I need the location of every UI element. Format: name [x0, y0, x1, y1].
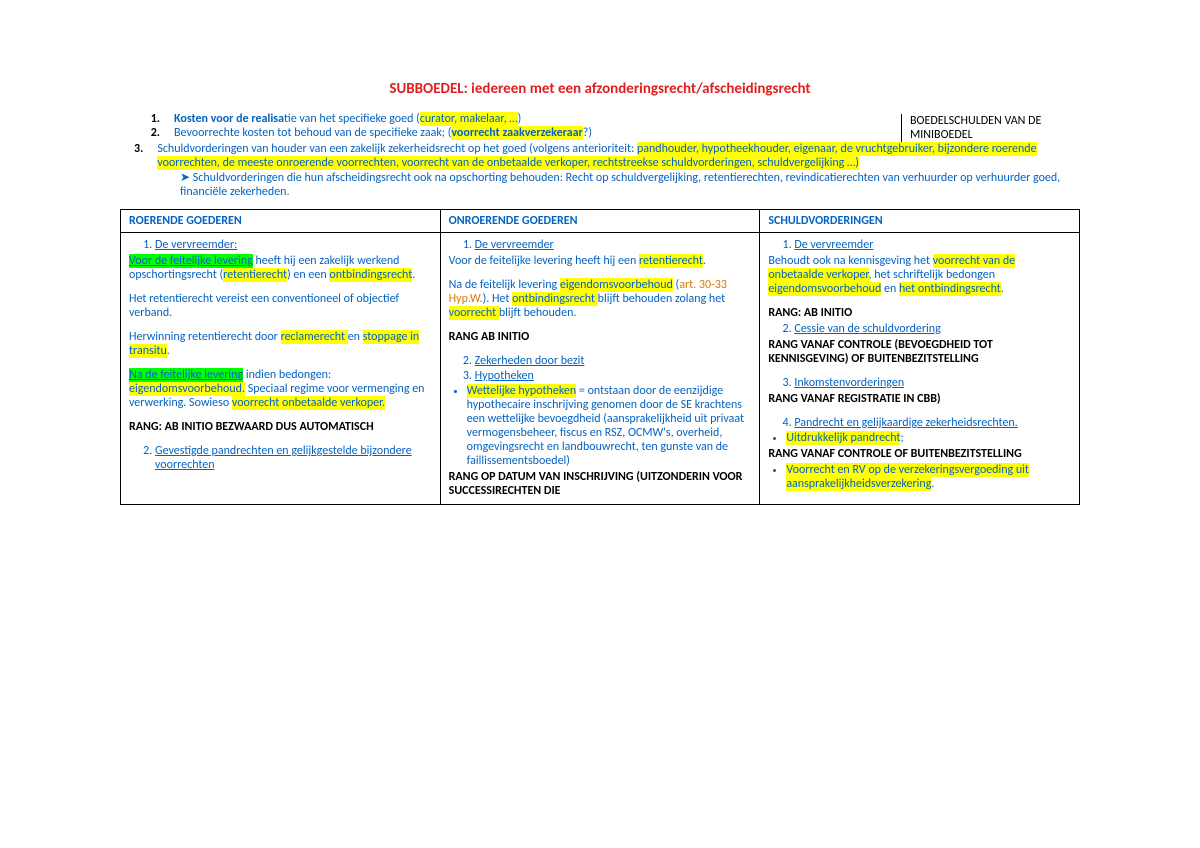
link-text: Gevestigde pandrechten en gelijkgestelde…: [155, 444, 412, 472]
page-title: SUBBOEDEL: iedereen met een afzonderings…: [120, 80, 1080, 98]
text: indien bedongen:: [243, 368, 331, 382]
table-header: ROERENDE GOEDEREN: [121, 210, 441, 233]
rang-heading: RANG VANAF CONTROLE (BEVOEGDHEID TOT KEN…: [768, 338, 1071, 366]
text: Na de feitelijk levering: [449, 278, 560, 292]
text: Voor de feitelijke levering heeft hij ee…: [449, 254, 639, 268]
list-number: 2.: [120, 126, 174, 140]
text: Herwinning retentierecht door: [129, 330, 281, 344]
table-header: SCHULDVORDERINGEN: [760, 210, 1080, 233]
table-cell: De vervreemder: Voor de feitelijke lever…: [121, 233, 441, 505]
link-text: Pandrecht en gelijkaardige zekerheidsrec…: [794, 416, 1017, 430]
highlight-green: Na de feitelijke levering: [129, 368, 243, 382]
main-table: ROERENDE GOEDEREN ONROERENDE GOEDEREN SC…: [120, 209, 1080, 505]
text: ?): [583, 126, 592, 140]
arrow-note: Schuldvorderingen die hun afscheidingsre…: [180, 170, 1080, 199]
rang-heading: RANG: AB INITIO: [768, 306, 1071, 320]
text: .: [167, 344, 170, 358]
highlight: curator, makelaar, …: [420, 112, 518, 126]
highlight: het ontbindingsrecht: [899, 282, 1001, 296]
highlight: eigendomsvoorbehoud: [560, 278, 673, 292]
link-text: Cessie van de schuldvordering: [794, 322, 940, 336]
link-text: De vervreemder: [475, 238, 554, 252]
rang-heading: RANG OP DATUM VAN INSCHRIJVING (UITZONDE…: [449, 470, 752, 498]
highlight: eigendomsvoorbehoud: [768, 282, 881, 296]
table-header: ONROERENDE GOEDEREN: [440, 210, 760, 233]
text: .: [703, 254, 706, 268]
sidebox: BOEDELSCHULDEN VAN DE MINIBOEDEL: [901, 114, 1080, 142]
link-text: Zekerheden door bezit: [475, 354, 585, 368]
highlight: eigendomsvoorbehoud.: [129, 382, 245, 396]
text: Het retentierecht vereist een convention…: [129, 292, 432, 320]
text: Bevoorrechte kosten tot behoud van de sp…: [174, 126, 451, 140]
top-item-3: 3. Schuldvorderingen van houder van een …: [120, 142, 1080, 170]
highlight: voorrecht onbetaalde verkoper.: [232, 396, 385, 410]
sidebox-line: MINIBOEDEL: [910, 128, 1080, 142]
text: tie: [284, 112, 297, 126]
text: Kosten voor de realisa: [174, 112, 284, 126]
text: blijft behouden zolang het: [598, 292, 726, 306]
highlight: Voorrecht en RV op de verzekeringsvergoe…: [786, 463, 1029, 491]
highlight: voorrecht zaakverzekeraar: [451, 126, 582, 140]
link-text: De vervreemder: [794, 238, 873, 252]
rang-heading: RANG AB INITIO: [449, 330, 752, 344]
link-text: Hypotheken: [475, 369, 534, 383]
highlight: Uitdrukkelijk pandrecht: [786, 431, 900, 445]
link-text: De vervreemder:: [155, 238, 237, 252]
top-block: 1. Kosten voor de realisatie van het spe…: [120, 112, 1080, 142]
highlight: reclamerecht: [281, 330, 348, 344]
text: Behoudt ook na kennisgeving het: [768, 254, 932, 268]
rang-heading: RANG: AB INITIO BEZWAARD DUS AUTOMATISCH: [129, 420, 432, 434]
top-item-2: 2. Bevoorrechte kosten tot behoud van de…: [120, 126, 881, 140]
rang-heading: RANG VANAF CONTROLE OF BUITENBEZITSTELLI…: [768, 447, 1071, 461]
rang-heading: RANG VANAF REGISTRATIE IN CBB): [768, 392, 1071, 406]
sidebox-line: BOEDELSCHULDEN VAN DE: [910, 114, 1080, 128]
highlight: retentierecht: [223, 268, 287, 282]
text: van het specifieke goed (: [297, 112, 420, 126]
highlight: Wettelijke hypotheken: [467, 384, 577, 398]
highlight: retentierecht: [639, 254, 703, 268]
table-cell: De vervreemder Voor de feitelijke leveri…: [440, 233, 760, 505]
text: en: [881, 282, 899, 296]
highlight: ontbindingsrecht: [512, 292, 598, 306]
text: ;: [900, 431, 903, 445]
text: Schuldvorderingen van houder van een zak…: [157, 142, 637, 156]
text: ) en een: [287, 268, 329, 282]
table-cell: De vervreemder Behoudt ook na kennisgevi…: [760, 233, 1080, 505]
text: , het schriftelijk bedongen: [869, 268, 995, 282]
text: .: [1001, 282, 1004, 296]
text: .: [412, 268, 415, 282]
text: ): [518, 112, 522, 126]
list-number: 1.: [120, 112, 174, 126]
text: .: [931, 477, 934, 491]
highlight: voorrecht: [449, 306, 499, 320]
highlight-green: Voor de feitelijke levering: [129, 254, 253, 268]
top-item-1: 1. Kosten voor de realisatie van het spe…: [120, 112, 881, 126]
link-text: Inkomstenvorderingen: [794, 376, 904, 390]
text: ). Het: [483, 292, 513, 306]
list-number: 3.: [120, 142, 157, 170]
text: en: [348, 330, 363, 344]
text: blijft behouden.: [499, 306, 577, 320]
highlight: ontbindingsrecht: [329, 268, 412, 282]
